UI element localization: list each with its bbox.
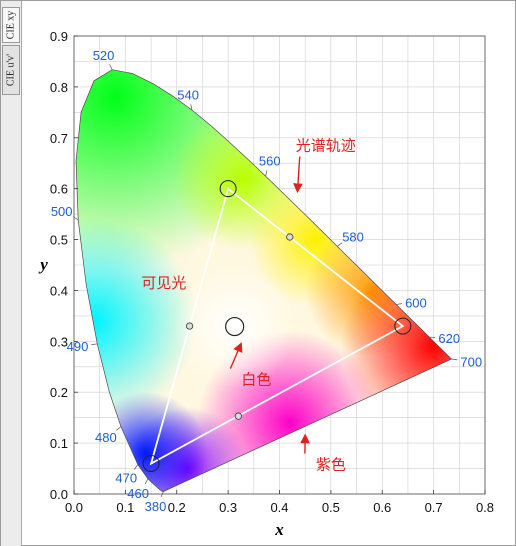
y-tick-label: 0.0 <box>50 487 68 502</box>
wavelength-tick <box>451 358 458 361</box>
annotation-label: 光谱轨迹 <box>296 138 356 155</box>
gamut-vertex-marker[interactable] <box>219 180 237 198</box>
wavelength-tick <box>73 216 79 221</box>
y-tick-label: 0.1 <box>50 436 68 451</box>
y-axis-label: y <box>38 255 48 274</box>
tab-cie-xy-label: CIE xy <box>5 10 17 40</box>
gamut-edge-handle[interactable] <box>286 233 294 241</box>
wavelength-tick <box>134 464 139 470</box>
wavelength-tick <box>109 64 113 70</box>
wavelength-label: 620 <box>438 331 460 346</box>
gamut-vertex-marker[interactable] <box>142 454 160 472</box>
annotation-arrow <box>229 342 243 369</box>
tab-cie-uv[interactable]: CIE u'v' <box>2 45 20 95</box>
y-tick-label: 0.5 <box>50 233 68 248</box>
wavelength-label: 540 <box>177 87 199 102</box>
wavelength-tick <box>144 478 149 485</box>
wavelength-label: 470 <box>115 471 137 486</box>
gamut-edge-handle[interactable] <box>234 412 242 420</box>
wavelength-label: 580 <box>342 230 364 245</box>
x-tick-label: 0.2 <box>168 500 186 515</box>
wavelength-label: 700 <box>460 354 482 369</box>
wavelength-label: 520 <box>93 48 115 63</box>
x-tick-label: 0.8 <box>476 500 494 515</box>
x-tick-label: 0.6 <box>373 500 391 515</box>
y-tick-label: 0.2 <box>50 385 68 400</box>
wavelength-label: 600 <box>405 295 427 310</box>
y-tick-label: 0.9 <box>50 29 68 44</box>
wavelength-label: 490 <box>67 339 89 354</box>
x-tick-label: 0.0 <box>65 500 83 515</box>
wavelength-label: 500 <box>51 204 73 219</box>
wavelength-tick <box>91 343 98 345</box>
gamut-edge-handle[interactable] <box>185 322 194 330</box>
rgb-gamut <box>142 180 412 472</box>
wavelength-tick <box>190 104 193 111</box>
wavelength-tick <box>160 491 164 498</box>
y-tick-label: 0.8 <box>50 80 68 95</box>
wavelength-label: 460 <box>127 486 149 501</box>
cie-chromaticity-chart: 0.0 0.1 0.2 0.3 0.4 0.5 0.6 0.7 0.8 0.0 0.1 0.2 0.3 0… <box>38 29 494 539</box>
white-point-marker[interactable] <box>225 316 245 337</box>
y-tick-label: 0.3 <box>50 334 68 349</box>
gamut-vertex-marker[interactable] <box>394 317 412 335</box>
x-tick-label: 0.3 <box>219 500 237 515</box>
x-tick-label: 0.5 <box>322 500 340 515</box>
x-tick-label: 0.7 <box>425 500 443 515</box>
wavelength-label: 380 <box>145 499 167 514</box>
wavelength-tick <box>265 170 268 177</box>
x-tick-label: 0.1 <box>116 500 134 515</box>
wavelength-label: 480 <box>95 430 117 445</box>
y-tick-label: 0.4 <box>50 283 68 298</box>
wavelength-tick <box>116 426 122 431</box>
y-tick-label: 0.7 <box>50 131 68 146</box>
wavelength-tick <box>337 242 343 247</box>
view-tab-strip: CIE xy CIE u'v' <box>1 1 22 546</box>
wavelength-tick <box>396 303 403 305</box>
y-tick-label: 0.6 <box>50 182 68 197</box>
x-axis-label: x <box>274 520 284 539</box>
annotation-label: 可见光 <box>141 275 186 292</box>
x-tick-label: 0.4 <box>270 500 288 515</box>
annotation-arrow <box>293 156 303 194</box>
tab-cie-uv-label: CIE u'v' <box>5 53 17 87</box>
axis-ticks: 0.0 0.1 0.2 0.3 0.4 0.5 0.6 0.7 0.8 0.0 0.1 0.2 0.3 0… <box>50 29 494 515</box>
annotation-label: 白色 <box>241 372 271 389</box>
wavelength-label: 560 <box>259 154 281 169</box>
tab-cie-xy[interactable]: CIE xy <box>2 7 20 43</box>
annotation-label: 紫色 <box>316 457 346 474</box>
